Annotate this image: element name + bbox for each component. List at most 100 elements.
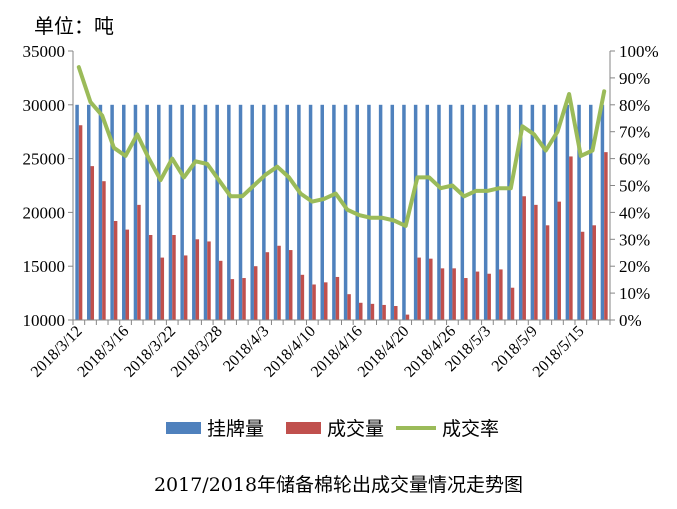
left-tick-label: 15000 [23,257,66,276]
traded-bar [452,268,456,320]
listed-bar [332,104,336,320]
listed-bar [448,104,453,320]
listed-bar [495,104,500,320]
listed-bar [297,104,301,320]
listed-bar [553,104,558,320]
traded-bar [323,282,328,320]
right-tick-label: 0% [619,311,642,330]
left-tick-label: 35000 [23,42,66,61]
right-tick-label: 70% [619,123,650,142]
listed-bar [507,104,511,320]
traded-bar [534,204,538,320]
traded-bar [510,287,515,320]
traded-bar [417,257,421,320]
listed-bar [588,104,593,320]
listed-bar [437,104,441,320]
traded-bar [113,221,118,320]
listed-bar [425,104,430,320]
traded-bar [160,257,165,320]
left-tick-label: 25000 [23,150,66,169]
listed-bar [110,104,114,320]
left-tick-label: 10000 [23,311,66,330]
traded-bar [464,278,468,320]
right-tick-label: 60% [619,150,650,169]
x-tick-label: 2018/3/28 [168,323,226,381]
listed-bar [262,104,266,320]
listed-bar [215,104,219,320]
listed-bar [238,104,243,320]
listed-bar [157,104,161,320]
traded-bar [382,304,386,320]
traded-bar [499,269,503,320]
traded-bar [580,231,585,320]
traded-bar [277,245,281,320]
chart-title: 2017/2018年储备棉轮出成交量情况走势图 [153,474,524,496]
legend-label: 挂牌量 [207,418,264,440]
listed-bar [472,104,476,320]
listed-bar [577,104,581,320]
right-tick-label: 80% [619,96,650,115]
traded-bar [475,271,480,320]
listed-bar [250,104,254,320]
traded-bar [359,302,363,320]
right-tick-label: 90% [619,69,650,88]
traded-bar [288,250,293,320]
traded-bar [195,239,200,320]
listed-bar [460,104,465,320]
traded-bar [522,196,526,320]
listed-bar [122,104,126,320]
listed-bar [518,104,523,320]
traded-bar [405,314,410,320]
traded-bar [265,252,270,320]
listed-bar [273,104,278,320]
right-tick-label: 30% [619,230,650,249]
traded-bar [207,241,211,320]
traded-bar [137,204,141,320]
listed-bar [168,104,173,320]
listed-bar [565,104,570,320]
traded-bar [102,181,106,320]
legend-swatch [166,422,201,434]
traded-bar [347,294,351,320]
listed-bar [285,104,289,320]
traded-bar [230,279,235,320]
traded-bar [429,258,433,320]
legend-label: 成交量 [327,418,384,440]
traded-bar [545,225,550,320]
listed-bar [308,104,313,320]
listed-bar [413,104,418,320]
traded-bar [604,152,608,320]
listed-bar [75,104,79,320]
listed-bar [98,104,103,320]
right-tick-label: 50% [619,177,650,196]
left-tick-label: 30000 [23,96,66,115]
traded-bar [370,303,375,320]
right-tick-label: 100% [619,42,659,61]
listed-bar [530,104,535,320]
traded-bar [183,255,188,320]
traded-bar [172,234,176,320]
traded-bar [592,225,596,320]
left-tick-label: 20000 [23,203,66,222]
traded-bar [335,276,340,320]
listed-bar [192,104,196,320]
traded-bar [253,266,258,320]
traded-bar [312,284,316,320]
traded-bar [487,273,491,320]
listed-bar [483,104,488,320]
listed-bar [378,104,383,320]
traded-bar [148,234,153,320]
rate-line [76,65,607,228]
traded-bar [300,274,305,320]
listed-bar [367,104,371,320]
traded-bar [440,268,445,320]
listed-bar [343,104,348,320]
legend-swatch [286,422,321,434]
right-tick-label: 10% [619,284,650,303]
traded-bar [557,201,561,320]
listed-bar [402,104,406,320]
traded-bar [394,306,398,320]
traded-bar [218,260,223,320]
